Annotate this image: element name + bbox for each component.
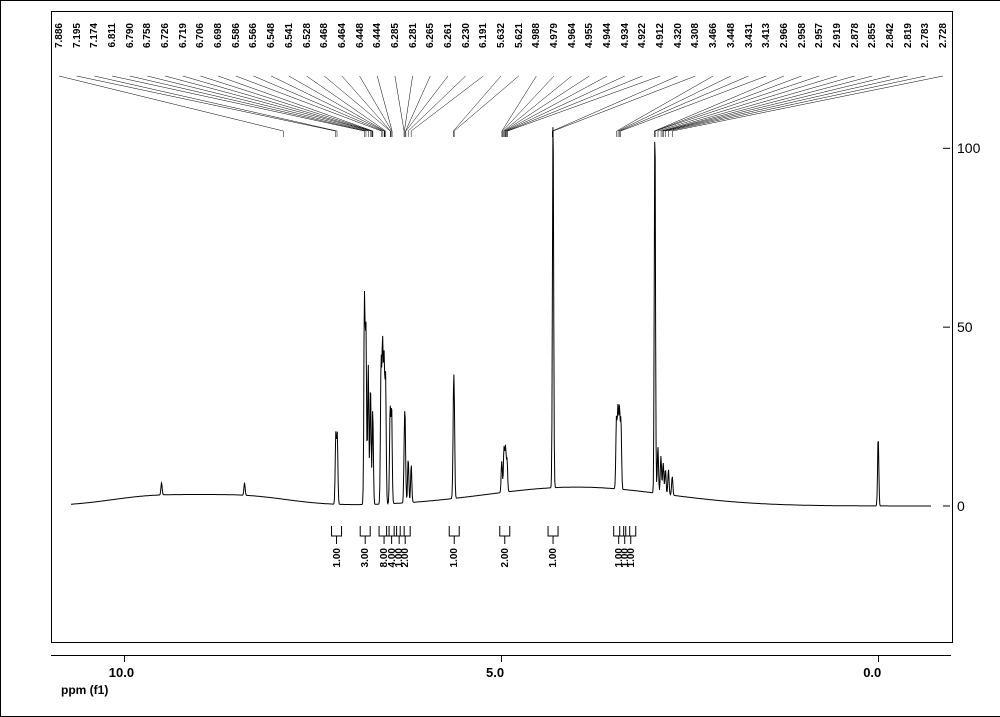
peak-label: 6.541 <box>284 23 295 48</box>
peak-label: 6.528 <box>302 23 313 48</box>
peak-label: 2.966 <box>779 23 790 48</box>
integration-label: 1.00 <box>548 548 559 567</box>
peak-label: 4.964 <box>567 23 578 48</box>
x-axis-label: ppm (f1) <box>61 683 108 697</box>
peak-label: 2.842 <box>885 23 896 48</box>
integration-label: 3.00 <box>360 548 371 567</box>
peak-label: 6.281 <box>408 23 419 48</box>
peak-label: 7.195 <box>72 23 83 48</box>
integration-label: 1.00 <box>449 548 460 567</box>
peak-label: 6.719 <box>178 23 189 48</box>
y-tick-label: 100 <box>957 140 980 156</box>
peak-label: 6.285 <box>390 23 401 48</box>
peak-label: 6.468 <box>319 23 330 48</box>
peak-label: 4.988 <box>531 23 542 48</box>
peak-label: 6.448 <box>355 23 366 48</box>
peak-label: 2.819 <box>903 23 914 48</box>
peak-label: 4.912 <box>655 23 666 48</box>
peak-label: 6.758 <box>142 23 153 48</box>
peak-label: 6.230 <box>461 23 472 48</box>
nmr-spectrum-chart: 7.886 7.195 7.174 6.811 6.790 6.758 6.726 6.719… <box>0 0 1000 717</box>
integration-label: 1.00 <box>626 548 637 567</box>
peak-label: 4.320 <box>673 23 684 48</box>
peak-label: 6.698 <box>213 23 224 48</box>
integration-label: 1.00 <box>332 548 343 567</box>
peak-label: 6.464 <box>337 23 348 48</box>
x-tick-label: 0.0 <box>863 665 881 680</box>
peak-label: 2.783 <box>920 23 931 48</box>
peak-label: 6.586 <box>231 23 242 48</box>
peak-label: 6.265 <box>425 23 436 48</box>
peak-label: 4.308 <box>690 23 701 48</box>
peak-label: 4.979 <box>549 23 560 48</box>
peak-label: 6.566 <box>248 23 259 48</box>
peak-label: 6.726 <box>160 23 171 48</box>
peak-label: 3.431 <box>744 23 755 48</box>
peak-label: 2.958 <box>797 23 808 48</box>
x-tick-label: 5.0 <box>486 665 504 680</box>
peak-label: 7.886 <box>54 23 65 48</box>
peak-label: 6.790 <box>125 23 136 48</box>
peak-label: 7.174 <box>89 23 100 48</box>
peak-label: 3.466 <box>708 23 719 48</box>
y-tick-label: 0 <box>957 498 965 514</box>
peak-label: 4.934 <box>620 23 631 48</box>
y-tick-label: 50 <box>957 319 973 335</box>
peak-label: 2.957 <box>814 23 825 48</box>
peak-label: 5.632 <box>496 23 507 48</box>
x-tick-label: 10.0 <box>109 665 134 680</box>
peak-label: 2.855 <box>867 23 878 48</box>
spectrum-svg <box>51 11 951 641</box>
peak-label: 6.811 <box>107 23 118 47</box>
integration-label: 2.00 <box>500 548 511 567</box>
peak-label: 5.621 <box>514 23 525 48</box>
integration-label: 2.00 <box>400 548 411 567</box>
peak-label: 2.878 <box>850 23 861 48</box>
peak-label: 4.944 <box>602 23 613 48</box>
peak-label: 6.548 <box>266 23 277 48</box>
peak-label: 6.706 <box>195 23 206 48</box>
peak-label: 3.413 <box>761 23 772 48</box>
peak-label: 2.728 <box>938 23 949 48</box>
peak-label: 2.919 <box>832 23 843 48</box>
peak-label: 4.955 <box>584 23 595 48</box>
peak-label: 6.444 <box>372 23 383 48</box>
peak-label: 6.261 <box>443 23 454 48</box>
peak-label: 3.448 <box>726 23 737 48</box>
peak-label: 4.922 <box>637 23 648 48</box>
peak-label: 6.191 <box>478 23 489 48</box>
